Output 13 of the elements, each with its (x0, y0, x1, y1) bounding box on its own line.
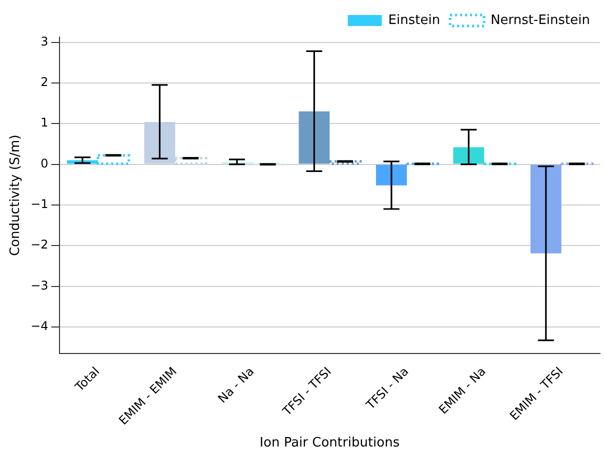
y-tick-label: −4 (30, 319, 48, 334)
y-tick-label: 3 (40, 34, 48, 48)
y-tick-label: −1 (30, 197, 48, 212)
y-tick-label: 2 (40, 75, 48, 90)
x-tick-label: Na - Na (215, 364, 257, 406)
y-tick-label: 0 (40, 156, 48, 170)
legend-label: Nernst-Einstein (490, 12, 590, 28)
y-axis-title: Conductivity (S/m) (8, 134, 24, 256)
x-axis-title: Ion Pair Contributions (260, 436, 400, 451)
y-tick-label: −2 (30, 238, 48, 252)
y-tick-label: −3 (30, 278, 48, 292)
legend-label: Einstein (388, 12, 440, 28)
y-tick-label: 1 (40, 116, 48, 130)
